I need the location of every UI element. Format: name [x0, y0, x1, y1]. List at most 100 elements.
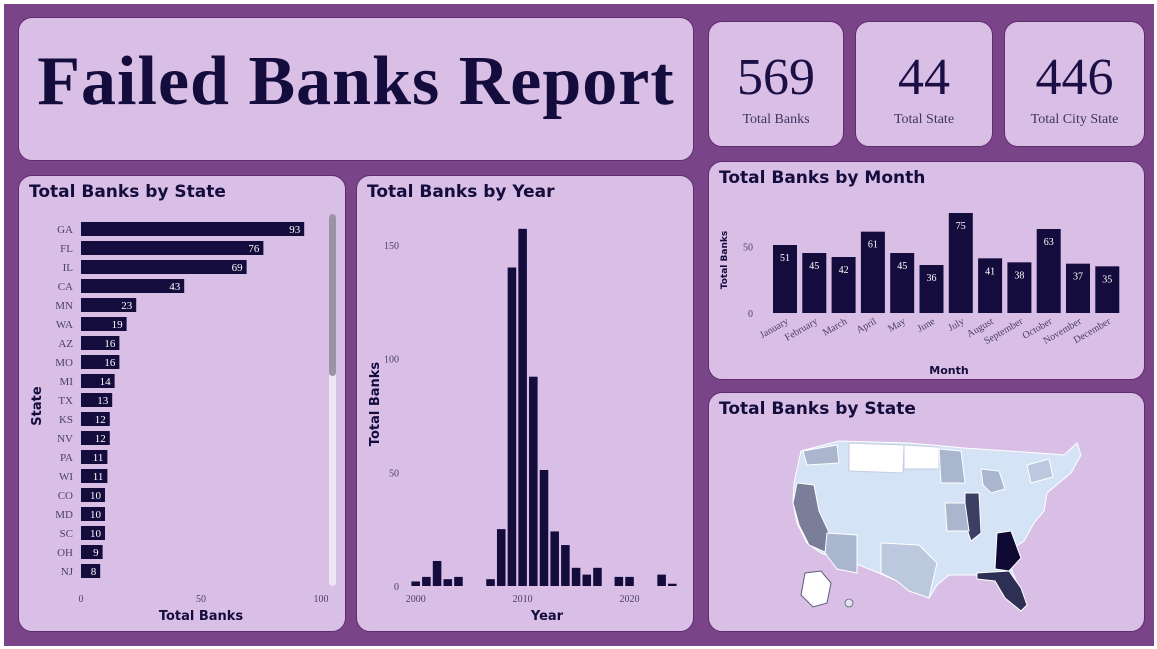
bar-october — [1036, 229, 1061, 313]
bar-2013 — [550, 531, 559, 586]
data-label: 12 — [95, 433, 106, 445]
kpi-label: Total City State — [1030, 112, 1119, 127]
data-label: 23 — [121, 300, 133, 312]
y-tick-label: MI — [60, 376, 74, 388]
state-shape-mt — [848, 442, 905, 474]
x-tick-label: 0 — [79, 594, 84, 605]
y-tick-label: WI — [59, 471, 73, 483]
state-shape-ny — [1026, 458, 1054, 484]
y-tick-label: 0 — [748, 309, 753, 320]
data-label: 93 — [289, 224, 301, 236]
month-bar-chart[interactable]: 51January45February42March61April45May36… — [709, 162, 1146, 381]
bar-march — [831, 257, 856, 313]
state-shape-fl — [976, 570, 1028, 612]
bar-2015 — [571, 567, 581, 586]
bar-2001 — [422, 576, 431, 586]
data-label: 11 — [93, 471, 104, 483]
bar-june — [919, 265, 944, 313]
x-tick-label: 100 — [314, 594, 329, 605]
x-tick-label: March — [821, 316, 849, 339]
data-label: 63 — [1044, 237, 1054, 248]
data-label: 12 — [95, 414, 106, 426]
x-tick-label: April — [855, 316, 879, 336]
data-label: 19 — [112, 319, 124, 331]
data-label: 11 — [93, 452, 104, 464]
data-label: 14 — [100, 376, 112, 388]
x-tick-label: May — [886, 316, 907, 335]
bar-august — [978, 258, 1003, 313]
bar-il — [81, 260, 247, 274]
state-shape-mo — [944, 502, 970, 532]
y-tick-label: 100 — [384, 355, 399, 366]
bar-january — [773, 245, 797, 313]
chart-title: Total Banks by State — [29, 182, 226, 202]
x-tick-label: 2010 — [513, 594, 533, 605]
bar-ga — [81, 222, 305, 236]
bar-november — [1066, 263, 1090, 313]
x-axis-title: Month — [929, 364, 968, 377]
year-bar-chart-card[interactable]: Total Banks by Year 0 50 100 150 2000 2010 202… — [356, 175, 694, 632]
bar-2016 — [582, 574, 592, 586]
state-shape-tx — [880, 542, 938, 599]
state-bar-chart[interactable]: GA 93 FL 76 IL 69 CA 43 MN 23 WA 19 AZ 16 MO 16 MI 14 TX 13… — [19, 176, 347, 633]
scrollbar-track[interactable] — [329, 214, 336, 586]
bar-2017 — [593, 567, 602, 586]
data-label: 41 — [985, 266, 995, 277]
data-label: 10 — [90, 528, 102, 540]
kpi-value: 44 — [898, 49, 950, 106]
data-label: 75 — [956, 221, 966, 232]
y-tick-label: 150 — [384, 241, 399, 252]
bar-2023 — [657, 574, 666, 586]
data-label: 16 — [104, 338, 116, 350]
x-tick-label: 50 — [196, 594, 206, 605]
data-label: 51 — [780, 253, 790, 264]
kpi-total-banks[interactable]: 569 Total Banks — [708, 21, 844, 147]
y-axis-title: State — [30, 386, 45, 426]
data-label: 37 — [1073, 272, 1083, 283]
y-tick-label: IL — [63, 262, 74, 274]
bar-2012 — [539, 469, 549, 586]
data-label: 38 — [1014, 270, 1024, 281]
x-tick-label: 2020 — [620, 594, 640, 605]
y-tick-label: WA — [56, 319, 73, 331]
data-label: 69 — [232, 262, 244, 274]
data-label: 35 — [1102, 274, 1112, 285]
kpi-total-city-state[interactable]: 446 Total City State — [1004, 21, 1145, 147]
y-axis-title: Total Banks — [368, 362, 383, 447]
bar-2009 — [507, 267, 517, 586]
bar-2024 — [668, 583, 677, 586]
kpi-value: 569 — [737, 49, 815, 106]
bar-wa — [81, 317, 127, 331]
y-tick-label: NV — [57, 433, 73, 445]
bar-february — [802, 253, 827, 313]
bar-fl — [81, 241, 264, 255]
state-bar-chart-card[interactable]: Total Banks by State GA 93 FL 76 IL 69 CA 43 MN 2… — [18, 175, 346, 632]
state-shape-hi — [844, 598, 854, 608]
y-tick-label: SC — [60, 528, 73, 540]
state-shape-az — [824, 532, 858, 574]
y-tick-label: AZ — [58, 338, 73, 350]
data-label: 76 — [248, 243, 260, 255]
scrollbar-thumb[interactable] — [329, 214, 336, 376]
bar-sc — [81, 526, 105, 540]
data-label: 61 — [868, 240, 878, 251]
us-choropleth-map-icon[interactable] — [709, 393, 1146, 633]
y-tick-label: TX — [58, 395, 73, 407]
month-bar-chart-card[interactable]: Total Banks by Month 51 January 45 February… — [708, 161, 1145, 380]
data-label: 43 — [169, 281, 181, 293]
year-bar-chart[interactable]: 0 50 100 150 2000 2010 2020 Year Total Banks — [357, 176, 695, 633]
y-tick-label: NJ — [61, 566, 74, 578]
bar-2010 — [518, 228, 527, 586]
data-label: 42 — [839, 265, 849, 276]
state-shape-nd — [903, 444, 940, 470]
y-tick-label: 50 — [389, 468, 399, 479]
bar-april — [860, 231, 885, 313]
bar-ks — [81, 412, 110, 426]
x-tick-label: July — [946, 316, 966, 334]
kpi-total-state[interactable]: 44 Total State — [855, 21, 993, 147]
bar-2002 — [432, 560, 442, 586]
bar-ca — [81, 279, 185, 293]
chart-title: Total Banks by Year — [367, 182, 555, 202]
state-map-card[interactable]: Total Banks by State — [708, 392, 1145, 632]
data-label: 45 — [809, 261, 819, 272]
